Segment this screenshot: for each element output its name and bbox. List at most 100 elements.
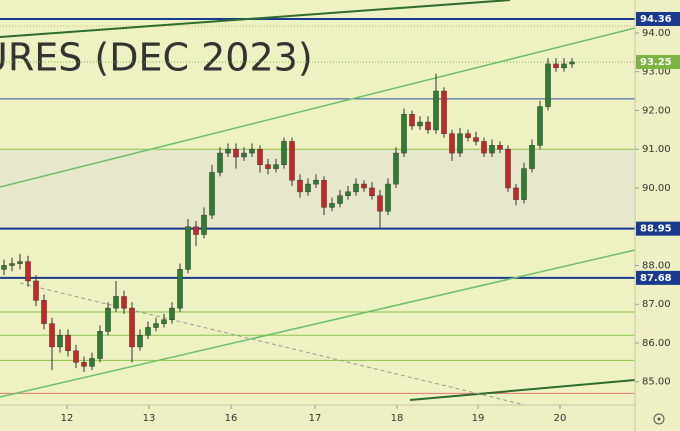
- candle-body: [497, 145, 503, 150]
- candle-body: [121, 296, 127, 309]
- y-tick-label: 92.00: [642, 105, 671, 116]
- candle-body: [201, 214, 207, 235]
- candle-body: [33, 280, 39, 301]
- y-axis-area: [635, 0, 680, 431]
- candle-body: [433, 90, 439, 131]
- candle-body: [521, 168, 527, 200]
- settings-icon-dot: [657, 417, 661, 421]
- candle-body: [553, 63, 559, 69]
- x-axis-area: [0, 405, 635, 431]
- candle-body: [73, 350, 79, 363]
- x-tick-label: 12: [61, 413, 74, 424]
- candle-body: [249, 148, 255, 154]
- candle-body: [25, 261, 31, 282]
- candle-body: [145, 327, 151, 336]
- candle-body: [417, 121, 423, 127]
- x-tick-label: 16: [225, 413, 238, 424]
- price-label: 93.25: [640, 57, 672, 68]
- candle-body: [193, 226, 199, 235]
- candle-body: [49, 323, 55, 348]
- watermark: URES (DEC 2023): [0, 36, 313, 80]
- candle-body: [529, 145, 535, 169]
- candle-body: [97, 331, 103, 359]
- trend-line: [19, 282, 526, 406]
- candle-body: [161, 319, 167, 324]
- price-label: 87.68: [640, 273, 672, 284]
- candle-body: [137, 334, 143, 348]
- candle-body: [513, 187, 519, 200]
- candle-body: [457, 133, 463, 154]
- candle-body: [377, 195, 383, 212]
- price-label-box: [636, 270, 680, 285]
- candle-body: [41, 300, 47, 324]
- price-label-box: [636, 221, 680, 236]
- candle-body: [185, 226, 191, 270]
- price-label: 88.95: [640, 224, 672, 235]
- candle-body: [209, 172, 215, 216]
- candle-body: [281, 141, 287, 165]
- candle-body: [89, 358, 95, 367]
- candle-body: [105, 307, 111, 332]
- candle-body: [225, 148, 231, 154]
- price-label-box: [636, 55, 680, 70]
- candle-body: [473, 137, 479, 142]
- candle-body: [289, 141, 295, 181]
- candle-body: [369, 187, 375, 196]
- candle-body: [129, 307, 135, 348]
- y-tick-label: 93.00: [642, 67, 671, 78]
- candle-body: [233, 148, 239, 158]
- candle-body: [353, 183, 359, 193]
- band: [0, 229, 635, 277]
- band: [0, 149, 635, 229]
- trend-line: [0, 27, 636, 188]
- x-tick-label: 18: [391, 413, 404, 424]
- candle-body: [561, 63, 567, 69]
- candle-body: [489, 145, 495, 154]
- candle-body: [169, 307, 175, 320]
- candle-body: [345, 191, 351, 196]
- price-label: 94.36: [640, 14, 672, 25]
- x-tick-label: 20: [554, 413, 567, 424]
- candle-body: [297, 179, 303, 193]
- candle-body: [441, 90, 447, 134]
- candle-body: [65, 334, 71, 351]
- candle-body: [449, 133, 455, 154]
- candle-body: [153, 323, 159, 328]
- y-tick-label: 86.00: [642, 338, 671, 349]
- candle-body: [305, 183, 311, 193]
- candle-body: [1, 265, 7, 270]
- trend-line: [0, 0, 511, 38]
- price-label-box: [636, 11, 680, 26]
- candle-body: [537, 106, 543, 146]
- candle-body: [465, 133, 471, 138]
- candle-body: [393, 152, 399, 185]
- candle-body: [57, 334, 63, 348]
- candle-body: [337, 195, 343, 204]
- candle-body: [425, 121, 431, 131]
- candle-body: [81, 362, 87, 367]
- x-tick-label: 17: [309, 413, 322, 424]
- trend-line: [0, 249, 636, 398]
- y-tick-label: 94.00: [642, 28, 671, 39]
- trend-line: [409, 379, 636, 401]
- candle-body: [401, 114, 407, 154]
- candle-body: [481, 141, 487, 154]
- candle-body: [385, 183, 391, 212]
- y-tick-label: 87.00: [642, 299, 671, 310]
- candle-body: [257, 148, 263, 165]
- y-tick-label: 88.00: [642, 260, 671, 271]
- candle-body: [361, 183, 367, 189]
- candle-body: [217, 152, 223, 173]
- candle-body: [265, 164, 271, 169]
- candle-body: [177, 269, 183, 309]
- candle-body: [241, 152, 247, 158]
- candle-body: [409, 114, 415, 127]
- y-tick-label: 85.00: [642, 377, 671, 388]
- settings-icon[interactable]: [653, 413, 665, 425]
- candle-body: [17, 261, 23, 264]
- candle-body: [273, 164, 279, 169]
- candle-body: [545, 63, 551, 107]
- candle-body: [569, 61, 575, 65]
- candle-body: [329, 203, 335, 208]
